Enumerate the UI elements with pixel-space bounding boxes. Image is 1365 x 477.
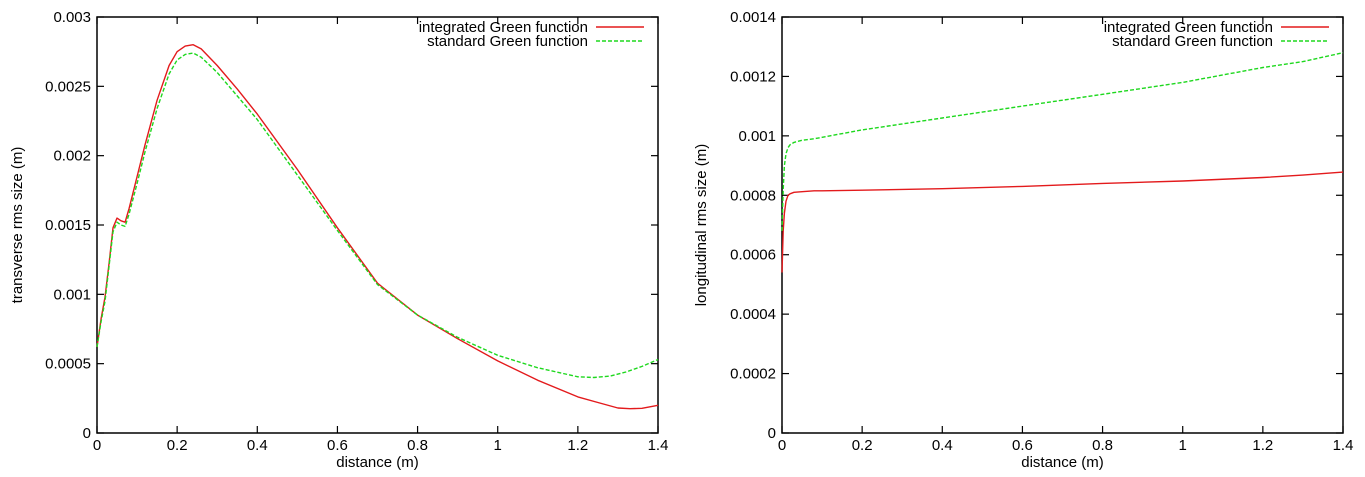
series-line-integrated [781, 171, 1344, 273]
plot-frame [781, 16, 1344, 434]
x-tick-label: 1 [494, 437, 502, 454]
chart-1: 0 0.2 0.4 0.6 0.8 1 1.2 1.4 0 0.0005 0.001 0.0015 0.… [9, 9, 668, 471]
x-tick-label: 0.6 [327, 437, 348, 454]
x-axis-title: distance (m) [1021, 454, 1104, 471]
x-tick-label: 1 [1179, 437, 1187, 454]
x-tick-label: 0 [93, 437, 101, 454]
x-tick-label: 0.6 [1012, 437, 1033, 454]
y-tick-label: 0.0008 [730, 187, 776, 204]
y-tick-label: 0.0002 [730, 366, 776, 383]
x-axis-title: distance (m) [336, 454, 419, 471]
x-tick-label: 0.2 [852, 437, 873, 454]
y-tick-label: 0.0015 [45, 217, 91, 234]
y-axis-title: longitudinal rms size (m) [693, 144, 710, 307]
plot-frame [96, 16, 659, 434]
y-tick-label: 0.0006 [730, 247, 776, 264]
x-tick-label: 0 [778, 437, 786, 454]
y-tick-label: 0.002 [53, 148, 91, 165]
legend-label: integrated Green function [419, 19, 588, 36]
x-tick-label: 1.2 [1252, 437, 1273, 454]
x-tick-label: 1.4 [648, 437, 669, 454]
y-tick-label: 0.0025 [45, 78, 91, 95]
x-tick-label: 0.8 [407, 437, 428, 454]
series-line-standard [96, 52, 659, 379]
legend-label: integrated Green function [1104, 19, 1273, 36]
x-tick-label: 0.8 [1092, 437, 1113, 454]
legend-label: standard Green function [1112, 33, 1273, 50]
y-tick-label: 0.001 [738, 128, 776, 145]
y-tick-label: 0.001 [53, 286, 91, 303]
y-tick-label: 0.0004 [730, 306, 776, 323]
x-tick-label: 1.4 [1333, 437, 1354, 454]
x-tick-label: 0.4 [932, 437, 953, 454]
y-tick-label: 0 [83, 425, 91, 442]
x-tick-label: 0.2 [167, 437, 188, 454]
series-line-integrated [96, 44, 659, 410]
chart-2: 0 0.2 0.4 0.6 0.8 1 1.2 1.4 0 0.0002 0.0004 0.0006 0… [693, 9, 1353, 471]
y-tick-label: 0 [768, 425, 776, 442]
legend-label: standard Green function [427, 33, 588, 50]
y-tick-label: 0.003 [53, 9, 91, 26]
y-axis-title: transverse rms size (m) [9, 147, 26, 304]
y-tick-label: 0.0005 [45, 356, 91, 373]
y-tick-label: 0.0012 [730, 68, 776, 85]
y-tick-label: 0.0014 [730, 9, 776, 26]
x-tick-label: 0.4 [247, 437, 268, 454]
x-tick-label: 1.2 [567, 437, 588, 454]
series-line-standard [781, 52, 1344, 231]
